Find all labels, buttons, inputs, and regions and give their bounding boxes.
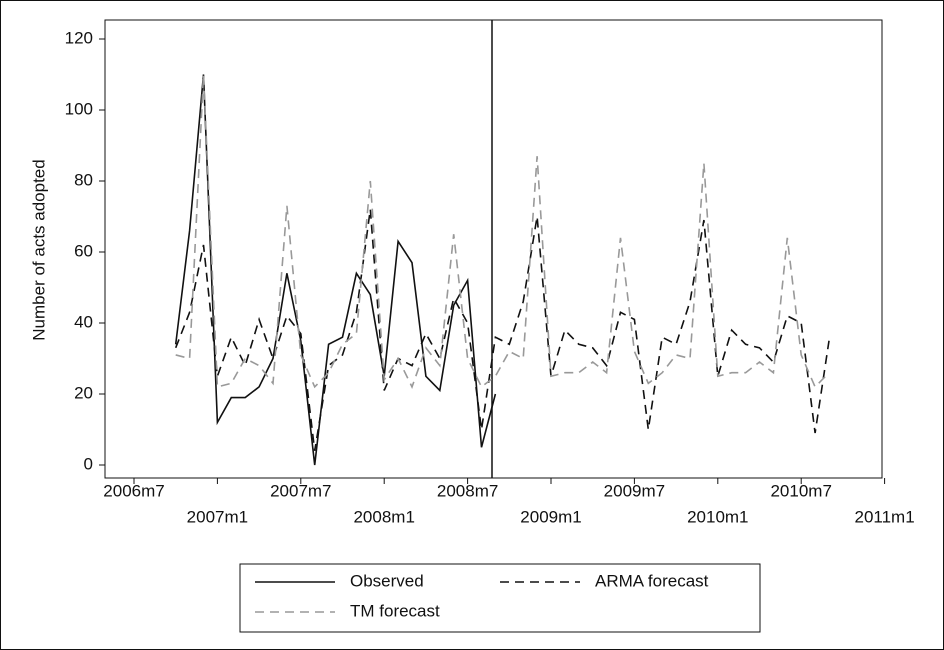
x-tick-label: 2011m1 xyxy=(855,507,915,526)
y-tick-label: 20 xyxy=(74,383,93,402)
y-tick-label: 60 xyxy=(74,241,93,260)
y-tick-label: 100 xyxy=(65,99,93,118)
legend-label: ARMA forecast xyxy=(595,571,709,590)
x-tick-label: 2007m1 xyxy=(187,507,248,526)
x-tick-label: 2008m7 xyxy=(437,481,498,500)
x-tick-label: 2006m7 xyxy=(103,481,164,500)
x-tick-label: 2010m1 xyxy=(687,507,748,526)
x-tick-label: 2007m7 xyxy=(270,481,331,500)
y-axis-label: Number of acts adopted xyxy=(29,159,48,340)
legend xyxy=(239,563,761,633)
y-tick-label: 40 xyxy=(74,312,93,331)
y-tick-label: 0 xyxy=(84,454,93,473)
series-line xyxy=(174,74,497,466)
x-tick-label: 2008m1 xyxy=(353,507,414,526)
x-tick-label: 2010m7 xyxy=(770,481,831,500)
y-tick-label: 80 xyxy=(74,170,93,189)
x-tick-label: 2009m1 xyxy=(520,507,581,526)
plot-frame xyxy=(104,19,883,479)
x-tick-label: 2009m7 xyxy=(604,481,665,500)
legend-label: TM forecast xyxy=(350,601,440,620)
series-line xyxy=(175,74,830,389)
series-line xyxy=(174,209,830,451)
legend-label: Observed xyxy=(350,571,424,590)
y-tick-label: 120 xyxy=(65,28,93,47)
